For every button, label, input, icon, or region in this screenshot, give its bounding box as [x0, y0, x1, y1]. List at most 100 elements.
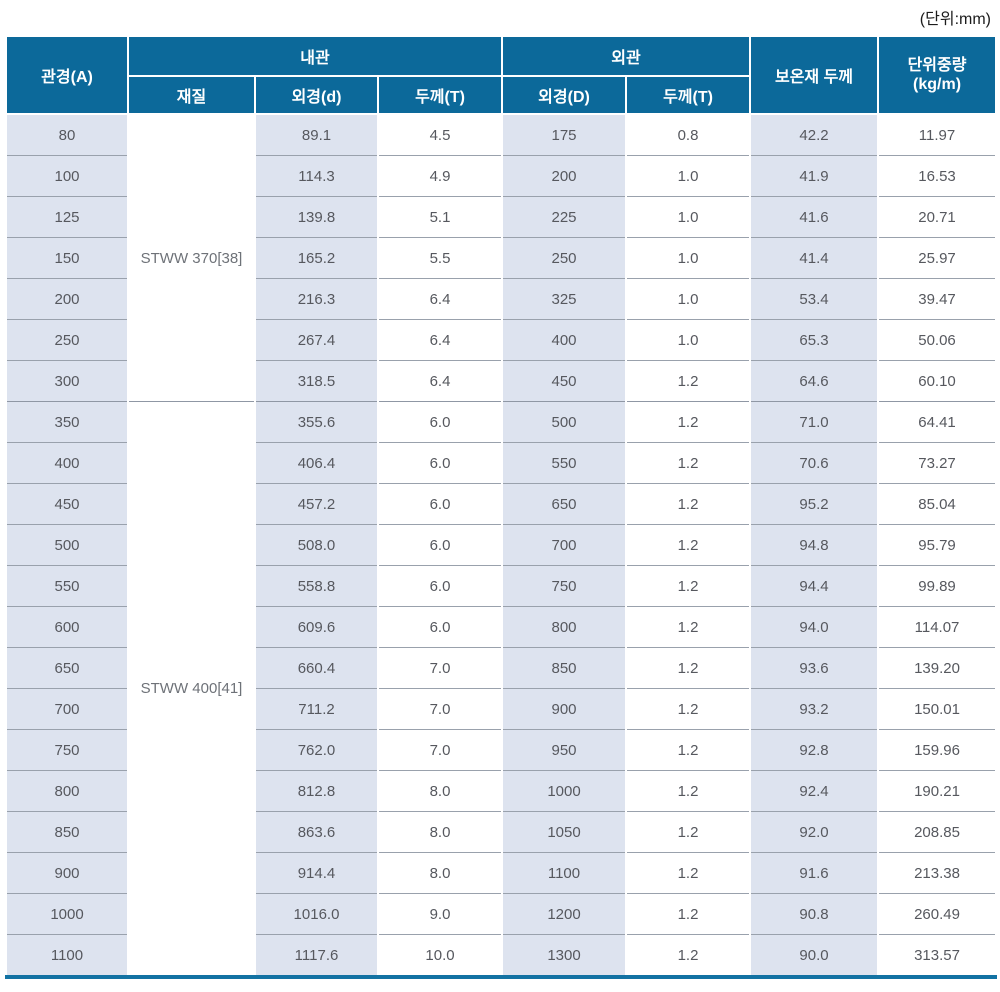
- table-row: 500 508.0 6.0 700 1.2 94.8 95.79: [5, 524, 998, 566]
- cell-outer-od: 700: [501, 524, 627, 566]
- cell-inner-od: 762.0: [254, 729, 379, 771]
- cell-inner-thickness: 4.5: [377, 113, 503, 156]
- cell-inner-thickness: 6.0: [377, 442, 503, 484]
- cell-outer-thickness: 1.2: [624, 934, 752, 977]
- header-unit-weight-line2: (kg/m): [913, 76, 962, 93]
- cell-inner-od: 914.4: [254, 852, 379, 894]
- cell-outer-thickness: 1.2: [624, 606, 752, 648]
- cell-pipe-diameter: 550: [5, 565, 129, 607]
- table-row: 900 914.4 8.0 1100 1.2 91.6 213.38: [5, 852, 998, 894]
- cell-unit-weight: 95.79: [877, 524, 998, 566]
- cell-unit-weight: 313.57: [877, 934, 998, 977]
- cell-outer-od: 950: [501, 729, 627, 771]
- cell-pipe-diameter: 850: [5, 811, 129, 853]
- cell-inner-thickness: 8.0: [377, 811, 503, 853]
- cell-inner-thickness: 6.0: [377, 565, 503, 607]
- cell-pipe-diameter: 100: [5, 155, 129, 197]
- cell-inner-od: 165.2: [254, 237, 379, 279]
- table-row: 600 609.6 6.0 800 1.2 94.0 114.07: [5, 606, 998, 648]
- cell-inner-thickness: 7.0: [377, 647, 503, 689]
- cell-outer-thickness: 1.0: [624, 196, 752, 238]
- cell-outer-od: 1200: [501, 893, 627, 935]
- cell-pipe-diameter: 700: [5, 688, 129, 730]
- cell-outer-thickness: 0.8: [624, 113, 752, 156]
- cell-pipe-diameter: 150: [5, 237, 129, 279]
- table-header: 관경(A) 내관 외관 보온재 두께 단위중량 (kg/m) 재질 외경(d) …: [5, 35, 998, 115]
- table-row: 300 318.5 6.4 450 1.2 64.6 60.10: [5, 360, 998, 402]
- cell-insulation-thickness: 41.4: [749, 237, 880, 279]
- cell-pipe-diameter: 200: [5, 278, 129, 320]
- cell-outer-od: 800: [501, 606, 627, 648]
- cell-insulation-thickness: 95.2: [749, 483, 880, 525]
- table-row: 200 216.3 6.4 325 1.0 53.4 39.47: [5, 278, 998, 320]
- cell-inner-thickness: 6.0: [377, 401, 503, 443]
- cell-inner-thickness: 5.5: [377, 237, 503, 279]
- cell-unit-weight: 11.97: [877, 113, 998, 156]
- table-row: 150 165.2 5.5 250 1.0 41.4 25.97: [5, 237, 998, 279]
- cell-inner-thickness: 6.0: [377, 483, 503, 525]
- cell-unit-weight: 39.47: [877, 278, 998, 320]
- cell-inner-od: 114.3: [254, 155, 379, 197]
- cell-pipe-diameter: 900: [5, 852, 129, 894]
- cell-inner-od: 558.8: [254, 565, 379, 607]
- cell-unit-weight: 20.71: [877, 196, 998, 238]
- cell-inner-od: 1016.0: [254, 893, 379, 935]
- cell-unit-weight: 150.01: [877, 688, 998, 730]
- table-row: 450 457.2 6.0 650 1.2 95.2 85.04: [5, 483, 998, 525]
- cell-pipe-diameter: 650: [5, 647, 129, 689]
- cell-unit-weight: 99.89: [877, 565, 998, 607]
- cell-outer-od: 450: [501, 360, 627, 402]
- cell-outer-od: 1300: [501, 934, 627, 977]
- cell-inner-od: 89.1: [254, 113, 379, 156]
- cell-insulation-thickness: 94.0: [749, 606, 880, 648]
- table-row: 750 762.0 7.0 950 1.2 92.8 159.96: [5, 729, 998, 771]
- cell-insulation-thickness: 92.8: [749, 729, 880, 771]
- cell-unit-weight: 50.06: [877, 319, 998, 361]
- unit-note: (단위:mm): [919, 11, 991, 28]
- cell-insulation-thickness: 92.0: [749, 811, 880, 853]
- cell-unit-weight: 60.10: [877, 360, 998, 402]
- cell-inner-od: 609.6: [254, 606, 379, 648]
- header-group-outer-pipe: 외관: [500, 35, 752, 77]
- cell-outer-od: 400: [501, 319, 627, 361]
- cell-inner-thickness: 4.9: [377, 155, 503, 197]
- cell-unit-weight: 16.53: [877, 155, 998, 197]
- cell-pipe-diameter: 125: [5, 196, 129, 238]
- cell-inner-thickness: 8.0: [377, 852, 503, 894]
- cell-inner-thickness: 6.0: [377, 606, 503, 648]
- cell-outer-od: 1050: [501, 811, 627, 853]
- table-row: 80 STWW 370[38] 89.1 4.5 175 0.8 42.2 11.97: [5, 113, 998, 402]
- cell-pipe-diameter: 800: [5, 770, 129, 812]
- cell-inner-od: 812.8: [254, 770, 379, 812]
- cell-inner-thickness: 5.1: [377, 196, 503, 238]
- cell-insulation-thickness: 91.6: [749, 852, 880, 894]
- cell-inner-od: 711.2: [254, 688, 379, 730]
- cell-unit-weight: 85.04: [877, 483, 998, 525]
- cell-outer-thickness: 1.2: [624, 647, 752, 689]
- cell-outer-od: 1100: [501, 852, 627, 894]
- cell-outer-thickness: 1.0: [624, 319, 752, 361]
- table-row: 700 711.2 7.0 900 1.2 93.2 150.01: [5, 688, 998, 730]
- table-row: 650 660.4 7.0 850 1.2 93.6 139.20: [5, 647, 998, 689]
- cell-inner-od: 406.4: [254, 442, 379, 484]
- cell-inner-od: 660.4: [254, 647, 379, 689]
- header-outer-thickness: 두께(T): [624, 75, 752, 115]
- cell-outer-thickness: 1.2: [624, 483, 752, 525]
- cell-outer-od: 900: [501, 688, 627, 730]
- cell-insulation-thickness: 92.4: [749, 770, 880, 812]
- cell-inner-thickness: 7.0: [377, 729, 503, 771]
- cell-outer-od: 500: [501, 401, 627, 443]
- cell-outer-thickness: 1.2: [624, 565, 752, 607]
- spec-table-body: 80 STWW 370[38] 89.1 4.5 175 0.8 42.2 11.97 100 1…: [5, 113, 998, 977]
- cell-unit-weight: 159.96: [877, 729, 998, 771]
- cell-inner-od: 355.6: [254, 401, 379, 443]
- cell-insulation-thickness: 42.2: [749, 113, 880, 156]
- cell-unit-weight: 208.85: [877, 811, 998, 853]
- cell-unit-weight: 73.27: [877, 442, 998, 484]
- cell-pipe-diameter: 450: [5, 483, 129, 525]
- cell-inner-thickness: 9.0: [377, 893, 503, 935]
- cell-unit-weight: 213.38: [877, 852, 998, 894]
- cell-insulation-thickness: 90.0: [749, 934, 880, 977]
- cell-outer-od: 650: [501, 483, 627, 525]
- table-row: 550 558.8 6.0 750 1.2 94.4 99.89: [5, 565, 998, 607]
